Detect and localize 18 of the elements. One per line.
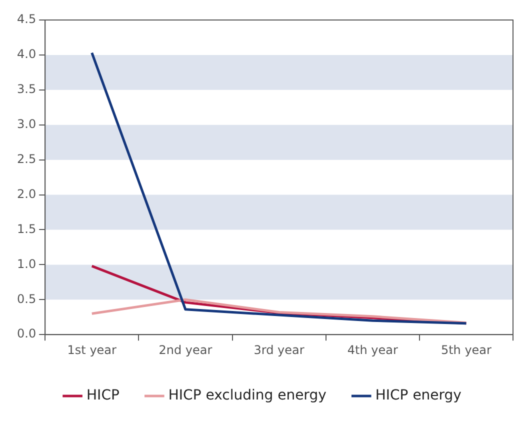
legend-label: HICP energy xyxy=(375,388,462,404)
x-tick-label: 2nd year xyxy=(158,342,212,357)
legend-label: HICP excluding energy xyxy=(168,388,326,404)
y-tick-label: 4.0 xyxy=(16,47,36,62)
y-tick-label: 1.5 xyxy=(16,222,36,236)
y-tick-label: 1.0 xyxy=(16,256,36,271)
y-tick-label: 3.0 xyxy=(16,116,36,131)
y-tick-label: 4.5 xyxy=(16,12,36,26)
y-tick-label: 0.5 xyxy=(16,292,36,306)
x-tick-label: 3rd year xyxy=(254,342,304,357)
y-tick-label: 2.5 xyxy=(16,152,36,166)
y-tick-label: 3.5 xyxy=(16,82,36,96)
x-tick-label: 4th year xyxy=(347,342,398,357)
x-tick-label: 5th year xyxy=(440,342,492,357)
legend-label: HICP xyxy=(86,388,120,404)
y-tick-label: 2.0 xyxy=(16,186,36,201)
y-tick-label: 0.0 xyxy=(16,326,36,341)
x-tick-label: 1st year xyxy=(67,342,117,357)
